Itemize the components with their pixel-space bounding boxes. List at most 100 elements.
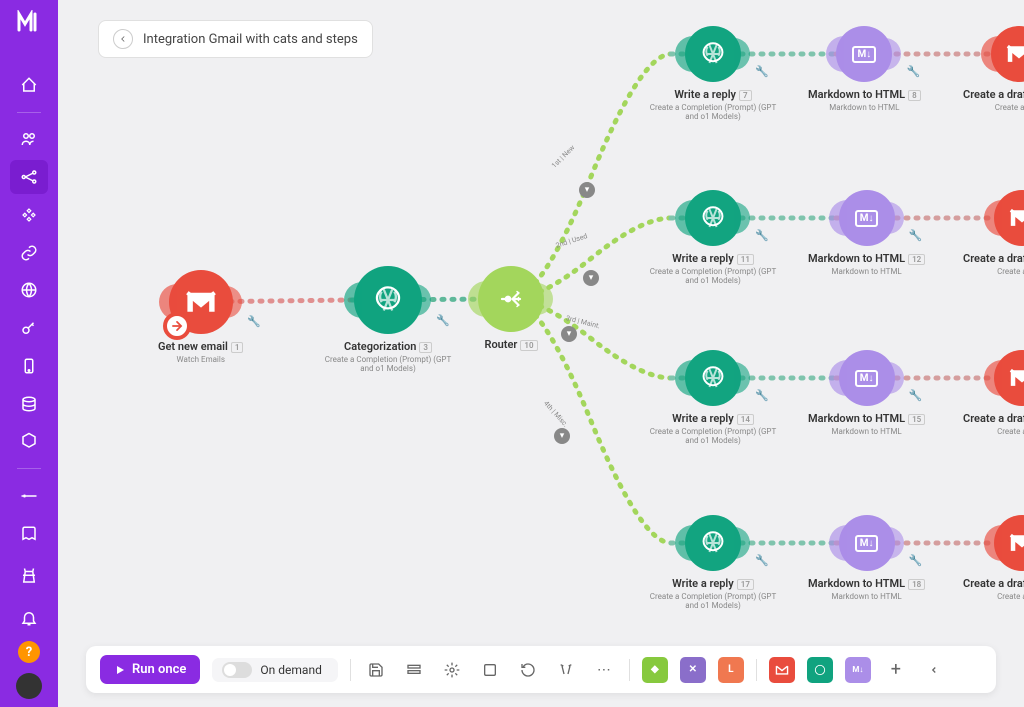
module-title: Router10 (484, 338, 537, 351)
schedule-toggle[interactable] (222, 662, 252, 678)
node-n19[interactable]: + Create a draft email19 Create a Draft (963, 515, 1024, 601)
module-circle[interactable]: 🔧 (685, 350, 741, 406)
filter-icon[interactable]: ▾ (579, 182, 595, 198)
filter-icon[interactable]: ▾ (561, 326, 577, 342)
trigger-badge (163, 312, 191, 340)
functions-icon[interactable] (10, 425, 48, 459)
wrench-icon[interactable]: 🔧 (755, 554, 769, 567)
module-circle[interactable]: + (991, 26, 1024, 82)
module-circle[interactable]: M↓ 🔧 (839, 350, 895, 406)
module-subtitle: Create a Completion (Prompt) (GPT and o1… (643, 427, 783, 445)
connections-icon[interactable] (10, 236, 48, 270)
breadcrumb[interactable]: Integration Gmail with cats and steps (98, 20, 373, 58)
module-circle[interactable]: 🔧 (685, 190, 741, 246)
node-n8[interactable]: M↓ 🔧 Markdown to HTML8 Markdown to HTML (808, 26, 921, 112)
node-n16[interactable]: + Create a draft email16 Create a Draft (963, 350, 1024, 436)
filter-icon[interactable]: ▾ (583, 270, 599, 286)
wrench-icon[interactable]: 🔧 (755, 389, 769, 402)
wrench-icon[interactable]: 🔧 (436, 314, 450, 327)
wrench-icon[interactable]: 🔧 (909, 389, 923, 402)
controls-icon[interactable] (401, 657, 427, 683)
openai-app-icon[interactable] (807, 657, 833, 683)
node-n11[interactable]: 🔧 Write a reply11 Create a Completion (P… (643, 190, 783, 285)
node-n10[interactable]: Router10 (478, 266, 544, 351)
team-icon[interactable] (10, 123, 48, 157)
undo-icon[interactable] (515, 657, 541, 683)
logo[interactable] (15, 8, 43, 36)
run-once-button[interactable]: Run once (100, 655, 200, 684)
home-icon[interactable] (10, 68, 48, 102)
markdown-app-icon[interactable]: M↓ (845, 657, 871, 683)
scenarios-icon[interactable] (10, 160, 48, 194)
module-subtitle: Markdown to HTML (831, 427, 901, 436)
wrench-icon[interactable]: 🔧 (907, 65, 921, 78)
module-subtitle: Watch Emails (177, 355, 225, 364)
canvas[interactable]: Integration Gmail with cats and steps 🔧 … (58, 0, 1024, 707)
node-n18[interactable]: M↓ 🔧 Markdown to HTML18 Markdown to HTML (808, 515, 925, 601)
sidebar: ? (0, 0, 58, 707)
module-subtitle: Create a Completion (Prompt) (GPT and o1… (643, 103, 783, 121)
notes-icon[interactable] (477, 657, 503, 683)
module-circle[interactable]: M↓ 🔧 (839, 190, 895, 246)
module-circle[interactable]: 🔧 (685, 515, 741, 571)
module-subtitle: Markdown to HTML (829, 103, 899, 112)
module-circle[interactable]: M↓ 🔧 (836, 26, 892, 82)
node-n15[interactable]: M↓ 🔧 Markdown to HTML15 Markdown to HTML (808, 350, 925, 436)
templates-icon[interactable] (10, 198, 48, 232)
module-subtitle: Create a Draft (995, 103, 1024, 112)
auto-align-icon[interactable] (553, 657, 579, 683)
datastores-icon[interactable] (10, 387, 48, 421)
module-circle[interactable]: + (994, 190, 1024, 246)
help-icon[interactable]: ? (18, 641, 40, 663)
webhooks-icon[interactable] (10, 274, 48, 308)
notifications-icon[interactable] (10, 601, 48, 635)
module-title: Create a draft email16 (963, 412, 1024, 425)
module-circle[interactable]: + (994, 515, 1024, 571)
route-label: 2nd | Used (555, 232, 589, 250)
module-circle[interactable]: 🔧 (169, 270, 233, 334)
devices-icon[interactable] (10, 349, 48, 383)
node-n9[interactable]: + Create a draft email9 Create a Draft (963, 26, 1024, 112)
module-subtitle: Create a Completion (Prompt) (GPT and o1… (643, 267, 783, 285)
node-n13[interactable]: + Create a draft email13 Create a Draft (963, 190, 1024, 276)
scenario-title: Integration Gmail with cats and steps (143, 32, 358, 47)
node-n12[interactable]: M↓ 🔧 Markdown to HTML12 Markdown to HTML (808, 190, 925, 276)
add-module-icon[interactable]: + (883, 657, 909, 683)
node-n17[interactable]: 🔧 Write a reply17 Create a Completion (P… (643, 515, 783, 610)
wrench-icon[interactable]: 🔧 (909, 229, 923, 242)
node-n1[interactable]: 🔧 Get new email1 Watch Emails (158, 270, 243, 364)
module-circle[interactable]: 🔧 (354, 266, 422, 334)
more-icon[interactable] (10, 479, 48, 513)
node-n3[interactable]: 🔧 Categorization3 Create a Completion (P… (318, 266, 458, 373)
more-icon[interactable]: ⋯ (591, 657, 617, 683)
route-label: 4th | Misc. (542, 399, 569, 428)
module-circle[interactable] (478, 266, 544, 332)
wrench-icon[interactable]: 🔧 (247, 315, 261, 328)
module-circle[interactable]: M↓ 🔧 (839, 515, 895, 571)
docs-icon[interactable] (10, 517, 48, 551)
wrench-icon[interactable]: 🔧 (755, 65, 769, 78)
tool-app-icon[interactable]: L (718, 657, 744, 683)
tool-app-icon[interactable]: ✕ (680, 657, 706, 683)
node-n14[interactable]: 🔧 Write a reply14 Create a Completion (P… (643, 350, 783, 445)
whatsnew-icon[interactable] (10, 559, 48, 593)
module-title: Markdown to HTML12 (808, 252, 925, 265)
module-subtitle: Create a Draft (997, 592, 1024, 601)
module-circle[interactable]: 🔧 (685, 26, 741, 82)
module-title: Create a draft email9 (963, 88, 1024, 101)
keys-icon[interactable] (10, 311, 48, 345)
filter-icon[interactable]: ▾ (554, 428, 570, 444)
sidebar-divider (17, 468, 41, 469)
tool-app-icon[interactable]: ◆ (642, 657, 668, 683)
wrench-icon[interactable]: 🔧 (909, 554, 923, 567)
settings-icon[interactable] (439, 657, 465, 683)
module-title: Get new email1 (158, 340, 243, 353)
gmail-app-icon[interactable] (769, 657, 795, 683)
node-n7[interactable]: 🔧 Write a reply7 Create a Completion (Pr… (643, 26, 783, 121)
save-icon[interactable] (363, 657, 389, 683)
collapse-icon[interactable] (921, 657, 947, 683)
wrench-icon[interactable]: 🔧 (755, 229, 769, 242)
avatar[interactable] (16, 673, 42, 699)
module-circle[interactable]: + (994, 350, 1024, 406)
back-icon[interactable] (113, 29, 133, 49)
